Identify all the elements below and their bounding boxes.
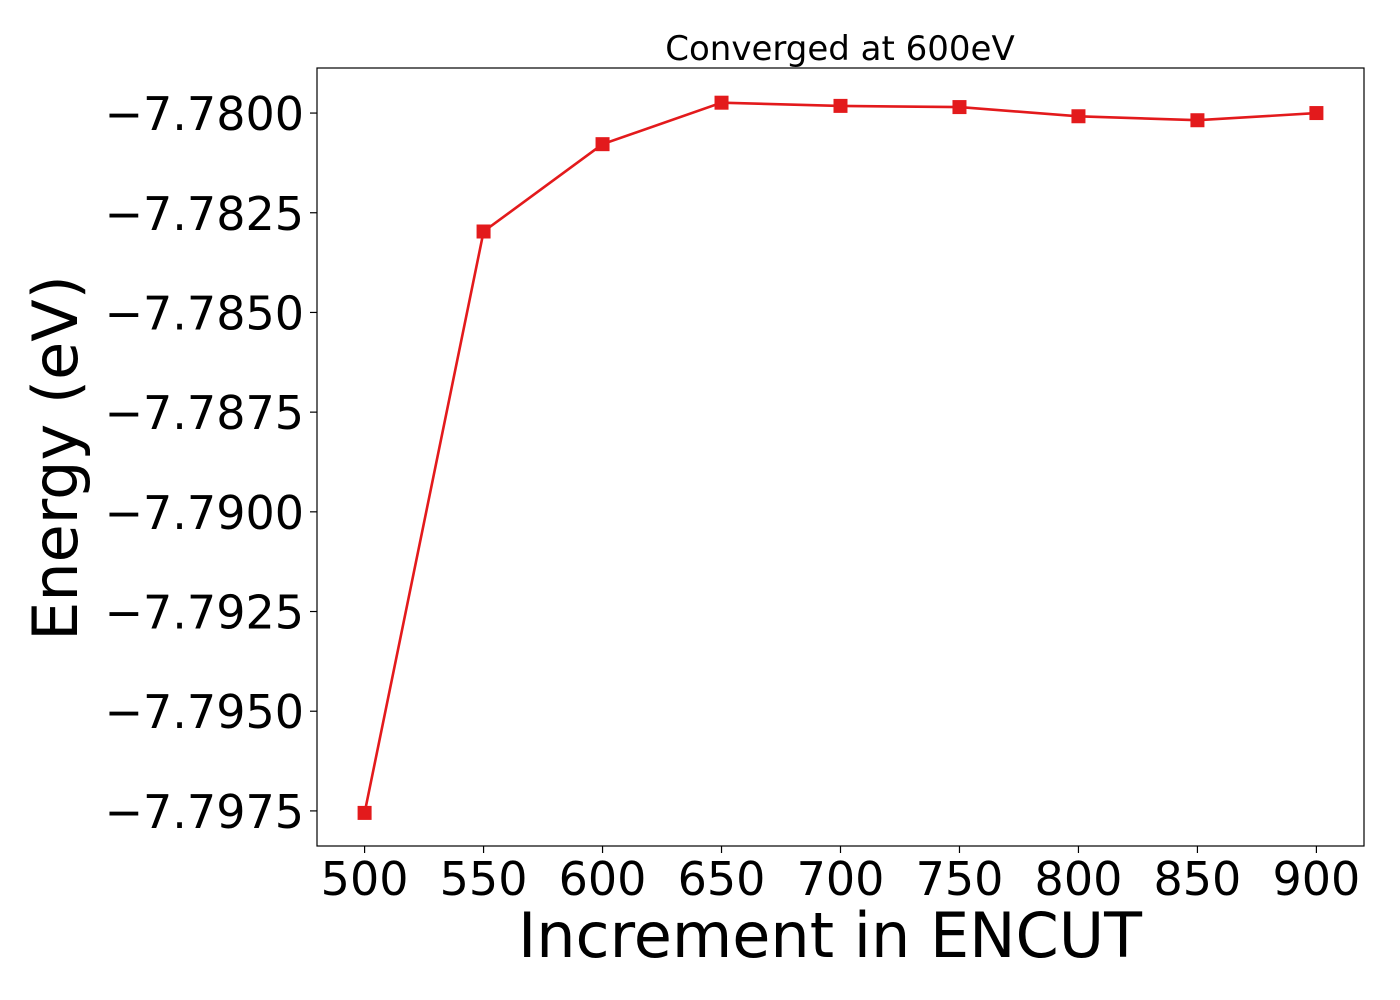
x-tick-label: 700 [797,852,885,906]
axis-ticks: 500 550 600 650 700 750 800 850 900 −7.7975 −7.795… [105,87,1361,906]
data-point-marker [1071,109,1086,124]
y-tick-label: −7.7975 [105,785,305,839]
chart-title: Converged at 600eV [665,29,1014,69]
data-point-marker [1309,106,1324,121]
y-tick-label: −7.7950 [105,685,305,739]
x-tick-label: 850 [1154,852,1242,906]
plot-series [357,95,1324,820]
x-tick-label: 900 [1273,852,1361,906]
data-point-marker [595,137,610,152]
data-point-marker [714,95,729,110]
x-tick-label: 600 [559,852,647,906]
x-axis-label: Increment in ENCUT [518,899,1143,972]
y-tick-label: −7.7875 [105,386,305,440]
y-tick-label: −7.7900 [105,486,305,540]
x-tick-label: 800 [1035,852,1123,906]
data-point-marker [476,224,491,239]
y-tick-label: −7.7825 [105,187,305,241]
y-tick-label: −7.7800 [105,87,305,141]
data-point-marker [1190,113,1205,128]
x-tick-label: 750 [916,852,1004,906]
series-line [363,101,1317,814]
x-tick-label: 500 [321,852,409,906]
y-tick-label: −7.7925 [105,586,305,640]
x-tick-label: 550 [440,852,528,906]
y-axis-label: Energy (eV) [19,275,92,641]
plot-area-frame [316,67,1365,847]
y-tick-label: −7.7850 [105,286,305,340]
data-point-marker [833,98,848,113]
data-point-marker [357,805,372,820]
x-tick-label: 650 [678,852,766,906]
data-point-marker [952,100,967,115]
